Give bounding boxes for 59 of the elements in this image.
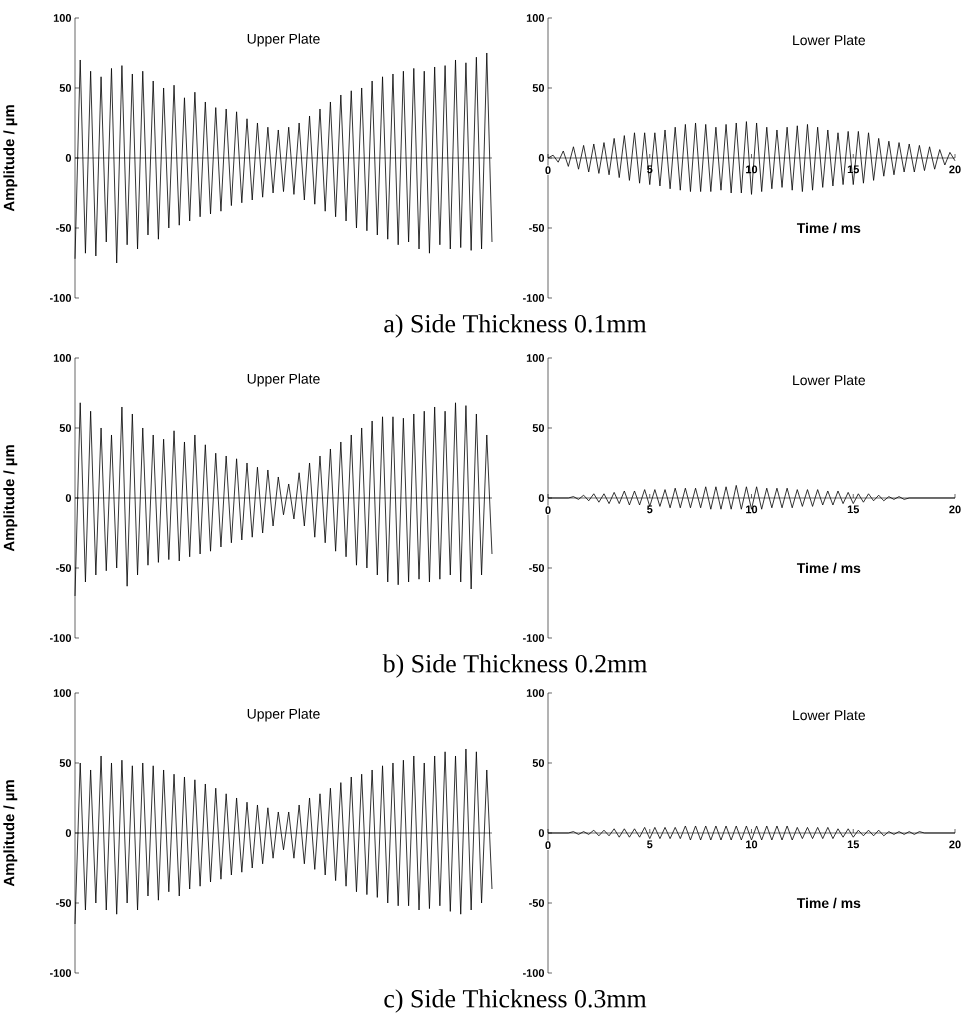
y-tick-label: -100 [49, 969, 72, 977]
y-tick-label: 0 [65, 154, 72, 162]
y-tick-label: -50 [56, 564, 72, 572]
x-tick-label: 10 [746, 840, 758, 849]
y-tick-label: 50 [59, 424, 72, 432]
y-tick-label: 100 [53, 14, 72, 22]
x-tick-label: 0 [545, 506, 551, 515]
text: Upper Plate [247, 373, 320, 387]
y-tick-label: 100 [526, 354, 545, 362]
y-tick-label: -50 [529, 899, 545, 907]
y-tick-label: 100 [53, 354, 72, 362]
x-tick-label: 20 [949, 840, 961, 849]
x-axis-title: Time / ms [796, 222, 861, 234]
x-tick-label: 5 [647, 840, 653, 849]
y-tick-label: -50 [529, 564, 545, 572]
y-tick-label: 0 [65, 829, 72, 837]
y-tick-label: -50 [56, 224, 72, 232]
text: c) Side Thickness 0.3mm [384, 989, 647, 1013]
y-tick-label: -100 [522, 634, 545, 642]
y-tick-label: -50 [529, 224, 545, 232]
y-tick-label: -100 [522, 294, 545, 302]
y-tick-label: -100 [522, 969, 545, 977]
y-tick-label: 50 [532, 84, 545, 92]
text: Lower Plate [793, 374, 866, 386]
y-axis-title: Amplitude / µm [3, 445, 18, 552]
x-axis-title: Time / ms [796, 562, 861, 574]
text: Upper Plate [247, 33, 320, 47]
y-tick-label: 50 [532, 759, 545, 767]
x-axis-title: Time / ms [796, 897, 861, 909]
y-axis-title: Amplitude / µm [3, 105, 18, 212]
y-tick-label: 100 [526, 14, 545, 22]
y-tick-label: 0 [538, 494, 545, 502]
y-tick-label: 50 [59, 84, 72, 92]
text: Lower Plate [793, 709, 866, 721]
x-tick-label: 0 [545, 166, 551, 175]
y-tick-label: -100 [49, 634, 72, 642]
y-tick-label: 100 [526, 689, 545, 697]
x-tick-label: 15 [847, 840, 860, 849]
x-tick-label: 5 [647, 505, 653, 514]
x-tick-label: 15 [847, 505, 860, 514]
y-tick-label: 50 [59, 759, 72, 767]
y-tick-label: 100 [53, 689, 72, 697]
text: Lower Plate [793, 34, 866, 46]
x-tick-label: 20 [949, 505, 961, 514]
x-tick-label: 20 [949, 165, 961, 174]
x-tick-label: 10 [746, 505, 758, 514]
text: Upper Plate [247, 708, 320, 722]
x-tick-label: 0 [545, 841, 551, 850]
y-tick-label: 0 [538, 154, 545, 162]
text: b) Side Thickness 0.2mm [382, 654, 648, 678]
y-axis-title: Amplitude / µm [3, 780, 18, 887]
x-tick-label: 10 [746, 165, 758, 174]
y-tick-label: -100 [49, 294, 72, 302]
text: a) Side Thickness 0.1mm [384, 314, 647, 338]
x-tick-label: 5 [647, 165, 653, 174]
y-tick-label: 0 [65, 494, 72, 502]
y-tick-label: -50 [56, 899, 72, 907]
y-tick-label: 50 [532, 424, 545, 432]
y-tick-label: 0 [538, 829, 545, 837]
